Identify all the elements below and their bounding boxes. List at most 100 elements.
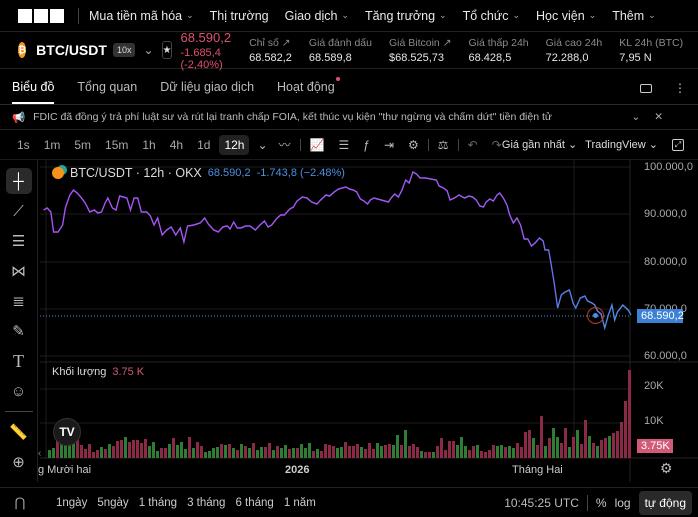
trend-line-icon[interactable]: ⟋ [13, 202, 24, 220]
timeframe-1m[interactable]: 1m [43, 137, 61, 152]
log-toggle[interactable]: log [614, 495, 631, 510]
legend-symbol: BTC/USDT · 12h · OKX [70, 166, 202, 180]
fullscreen-icon[interactable]: ⤢ [672, 138, 684, 151]
zoom-in-icon[interactable]: ⊕ [12, 454, 25, 471]
list-settings-icon[interactable]: ☰ [338, 137, 350, 152]
chevron-down-icon[interactable]: ⌄ [143, 43, 154, 57]
range-3m[interactable]: 3 tháng [187, 496, 226, 509]
timeframe-4h[interactable]: 4h [169, 137, 184, 152]
nav-trade[interactable]: Giao dịch ⌄ [285, 9, 349, 23]
x-tick: g Mười hai [38, 464, 92, 476]
tab-trading-data[interactable]: Dữ liệu giao dịch [160, 80, 255, 94]
scale-balance-icon[interactable]: ⚖ [437, 137, 449, 152]
chart-legend: BTC/USDT · 12h · OKX 68.590,2 -1.743,8 (… [52, 166, 345, 180]
okx-logo[interactable] [18, 8, 64, 23]
layout-window-icon[interactable] [640, 83, 652, 93]
drawing-toolbar: ┼ ⟋ ☰ ⋈ ≣ ✎ T ☺ 📏 ⊕ [0, 160, 38, 482]
redo-icon[interactable]: ↷ [491, 137, 502, 152]
chart-area: ┼ ⟋ ☰ ⋈ ≣ ✎ T ☺ 📏 ⊕ [0, 160, 698, 482]
axis-settings-icon[interactable]: ⚙ [660, 460, 673, 476]
pattern-icon[interactable]: ⋈ [11, 263, 26, 280]
chevron-down-icon: ⌄ [588, 10, 597, 20]
magnet-icon[interactable]: ⋂ [14, 494, 26, 510]
nav-divider [78, 7, 79, 24]
indicators-icon[interactable]: 📈 [309, 137, 325, 152]
undo-icon[interactable]: ↶ [467, 137, 478, 152]
timeframe-15m[interactable]: 15m [105, 137, 129, 152]
emoji-icon[interactable]: ☺ [10, 382, 27, 400]
nav-label: Tổ chức [462, 8, 509, 23]
more-vertical-icon[interactable]: ⋮ [674, 81, 686, 95]
news-banner[interactable]: 📢 FDIC đã đồng ý trả phí luật sư và rút … [0, 105, 698, 130]
replay-icon[interactable]: ⇥ [383, 137, 395, 152]
range-5d[interactable]: 5ngày [97, 496, 129, 509]
content-tabs: Biểu đồ Tổng quan Dữ liệu giao dịch Hoạt… [0, 69, 698, 105]
utc-clock[interactable]: 10:45:25 UTC [504, 495, 579, 510]
brush-icon[interactable]: ✎ [12, 323, 25, 340]
nav-academy[interactable]: Học viện ⌄ [536, 9, 596, 23]
toolbar-divider [427, 138, 429, 151]
formula-icon[interactable]: ƒ [363, 137, 370, 152]
stat-value: 7,95 N [619, 51, 652, 64]
chart-type-select[interactable]: TradingView ⌄ [585, 138, 658, 151]
toolbar-divider [457, 138, 459, 151]
close-icon[interactable]: ✕ [654, 111, 663, 123]
favorite-star-button[interactable]: ★ [161, 41, 173, 59]
chart-canvas[interactable] [40, 160, 698, 482]
nav-institutional[interactable]: Tổ chức ⌄ [463, 9, 520, 23]
auto-scale-toggle[interactable]: tự động [638, 490, 692, 515]
external-link-icon[interactable]: ↗ [442, 36, 452, 49]
stat-24h-high: Giá cao 24h 72.288,0 [546, 37, 603, 64]
timeframe-1d[interactable]: 1d [197, 137, 211, 152]
horizontal-lines-icon[interactable]: ☰ [11, 233, 26, 250]
news-text[interactable]: FDIC đã đồng ý trả phí luật sư và rút lạ… [33, 111, 552, 123]
volume-legend: Khối lượng 3.75 K [52, 366, 144, 378]
timeframe-1h[interactable]: 1h [142, 137, 156, 152]
tab-label: Hoạt động [277, 80, 335, 94]
tradingview-logo[interactable]: TV [53, 418, 81, 446]
nav-label: Thêm [612, 8, 645, 23]
y-tick: 90.000,0 [644, 208, 687, 220]
range-1d[interactable]: 1ngày [56, 496, 88, 509]
price-value: 68.590,2 [180, 29, 232, 45]
x-axis[interactable]: g Mười hai 2026 Tháng Hai [38, 460, 630, 482]
fib-channel-icon[interactable]: ≣ [12, 293, 25, 310]
ruler-icon[interactable]: 📏 [9, 424, 28, 441]
chevron-down-icon[interactable]: ⌄ [631, 111, 641, 123]
timeframe-dropdown-icon[interactable]: ⌄ [257, 137, 268, 152]
nav-growth[interactable]: Tăng trưởng ⌄ [365, 9, 447, 23]
chevron-down-icon: ⌄ [648, 10, 656, 20]
stat-bitcoin-price: Giá Bitcoin ↗ $68.525,73 [389, 37, 452, 64]
tab-overview[interactable]: Tổng quan [77, 80, 138, 94]
nav-more[interactable]: Thêm ⌄ [612, 9, 656, 23]
timeframe-5m[interactable]: 5m [74, 137, 92, 152]
nav-markets[interactable]: Thị trường [210, 9, 269, 23]
pair-selector[interactable]: BTC/USDT [36, 42, 107, 58]
price-type-select[interactable]: Giá gần nhất ⌄ [502, 138, 577, 151]
nav-label: Giao dịch [284, 8, 338, 23]
tab-activity[interactable]: Hoạt động [277, 77, 340, 104]
timeframe-1s[interactable]: 1s [17, 137, 30, 152]
chevron-down-icon: ⌄ [341, 10, 349, 20]
range-6m[interactable]: 6 tháng [235, 496, 274, 509]
tab-chart[interactable]: Biểu đồ [12, 80, 55, 104]
text-icon[interactable]: T [13, 350, 24, 371]
current-volume-label: 3.75K [637, 439, 673, 453]
current-price-label: 68.590,2 [637, 309, 684, 323]
nav-buy-crypto[interactable]: Mua tiền mã hóa ⌄ [89, 9, 194, 23]
percent-toggle[interactable]: % [595, 495, 607, 510]
line-chart-icon[interactable]: 〰 [278, 138, 291, 152]
range-1y[interactable]: 1 năm [283, 496, 316, 509]
crosshair-icon[interactable]: ┼ [5, 168, 32, 194]
gear-icon[interactable]: ⚙ [408, 137, 419, 152]
timeframe-12h[interactable]: 12h [219, 134, 250, 155]
nav-label: Thị trường [209, 8, 269, 23]
volume-tick: 10K [644, 415, 664, 427]
stat-value: 68.428,5 [468, 51, 512, 64]
range-1m[interactable]: 1 tháng [138, 496, 178, 509]
y-axis[interactable]: 100.000,0 90.000,0 80.000,0 70.000,0 60.… [644, 160, 698, 362]
stat-value: $68.525,73 [388, 51, 445, 64]
scroll-left-icon[interactable]: ‹ [38, 448, 42, 459]
external-link-icon[interactable]: ↗ [281, 36, 291, 49]
price-chart[interactable]: BTC/USDT · 12h · OKX 68.590,2 -1.743,8 (… [38, 160, 698, 482]
